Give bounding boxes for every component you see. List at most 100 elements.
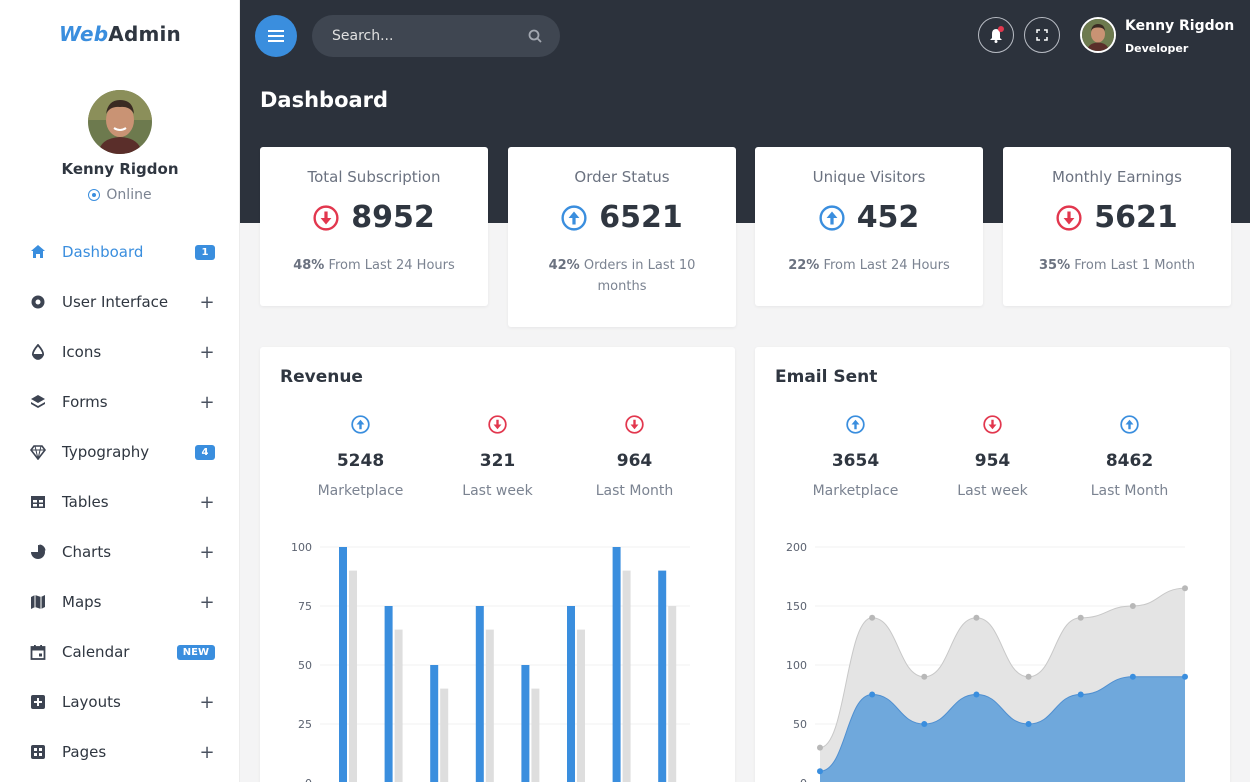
- data-point: [1182, 585, 1188, 592]
- drop-icon: [30, 344, 46, 360]
- sidebar-item-layouts[interactable]: Layouts +: [0, 677, 240, 727]
- bar-secondary: [622, 570, 631, 782]
- menu-toggle-button[interactable]: [255, 15, 297, 57]
- online-status-icon: [88, 189, 101, 201]
- sidebar-item-icons[interactable]: Icons +: [0, 327, 240, 377]
- sidebar-item-maps[interactable]: Maps +: [0, 577, 240, 627]
- sidebar-item-label: Calendar: [62, 643, 130, 661]
- metric-last-month: 964 Last Month: [566, 415, 703, 499]
- logo[interactable]: WebAdmin: [0, 22, 240, 46]
- data-point: [1077, 614, 1084, 621]
- sidebar-item-tables[interactable]: Tables +: [0, 477, 240, 527]
- table-icon: [30, 494, 46, 510]
- bar-secondary: [394, 629, 403, 782]
- user-name[interactable]: Kenny Rigdon: [1125, 18, 1235, 34]
- sidebar-item-calendar[interactable]: Calendar NEW: [0, 627, 240, 677]
- expand-plus-icon[interactable]: +: [199, 391, 215, 413]
- data-point: [1129, 603, 1136, 609]
- stat-description: 48% From Last 24 Hours: [288, 255, 460, 276]
- home-icon: [30, 244, 46, 260]
- expand-plus-icon[interactable]: +: [199, 291, 215, 313]
- bar-secondary: [440, 688, 449, 782]
- metric-value: 964: [616, 451, 653, 471]
- arrow-down-icon: [983, 415, 1002, 435]
- fullscreen-button[interactable]: [1024, 17, 1060, 53]
- bar-primary: [475, 606, 484, 782]
- expand-plus-icon[interactable]: +: [199, 591, 215, 613]
- metric-value: 5248: [336, 451, 385, 471]
- search-input[interactable]: [332, 28, 528, 44]
- stat-value: 452: [856, 200, 920, 235]
- stat-title: Monthly Earnings: [1052, 168, 1182, 186]
- data-point: [817, 744, 823, 751]
- data-point: [817, 768, 823, 775]
- data-point: [1182, 673, 1188, 680]
- metric-marketplace: 3654 Marketplace: [787, 415, 924, 499]
- stat-title: Unique Visitors: [812, 168, 926, 186]
- stat-description-text: From Last 1 Month: [1070, 258, 1195, 273]
- data-point: [869, 691, 876, 698]
- y-tick-label: 75: [298, 600, 312, 613]
- data-point: [921, 673, 928, 680]
- notification-dot: [998, 26, 1004, 32]
- sidebar-item-typography[interactable]: Typography 4: [0, 427, 240, 477]
- stat-value: 5621: [1094, 200, 1178, 235]
- metric-last-week: 321 Last week: [429, 415, 566, 499]
- bar-primary: [521, 665, 530, 782]
- metric-label: Marketplace: [317, 483, 404, 499]
- sidebar-item-forms[interactable]: Forms +: [0, 377, 240, 427]
- data-point: [1129, 673, 1136, 680]
- data-point: [921, 721, 928, 727]
- y-tick-label: 150: [786, 600, 807, 613]
- data-point: [1077, 691, 1084, 698]
- stat-value: 6521: [599, 200, 683, 235]
- revenue-title: Revenue: [280, 367, 363, 387]
- metric-label: Marketplace: [812, 483, 899, 499]
- bar-primary: [430, 665, 439, 782]
- metric-value: 954: [974, 451, 1011, 471]
- stat-card-monthly-earnings: Monthly Earnings 5621 35% From Last 1 Mont…: [1003, 147, 1231, 306]
- user-role: Developer: [1125, 42, 1189, 55]
- notifications-button[interactable]: [978, 17, 1014, 53]
- sidebar-badge: 1: [195, 244, 215, 260]
- hamburger-icon: [268, 30, 284, 42]
- bar-secondary: [485, 629, 494, 782]
- y-tick-label: 100: [786, 659, 807, 672]
- expand-plus-icon[interactable]: +: [199, 341, 215, 363]
- sidebar-item-label: Pages: [62, 743, 107, 761]
- arrow-up-icon: [819, 204, 845, 231]
- metric-label: Last week: [957, 483, 1028, 499]
- fullscreen-icon: [1036, 29, 1048, 41]
- y-tick-label: 50: [298, 659, 312, 672]
- data-point: [1025, 673, 1032, 680]
- calendar-icon: [30, 644, 46, 660]
- arrow-down-icon: [313, 204, 339, 231]
- sidebar-item-pages[interactable]: Pages +: [0, 727, 240, 777]
- expand-plus-icon[interactable]: +: [199, 541, 215, 563]
- stat-title: Total Subscription: [307, 168, 441, 186]
- expand-plus-icon[interactable]: +: [199, 691, 215, 713]
- sidebar-item-user-interface[interactable]: User Interface +: [0, 277, 240, 327]
- arrow-up-icon: [351, 415, 370, 435]
- sidebar-item-charts[interactable]: Charts +: [0, 527, 240, 577]
- data-point: [973, 614, 980, 621]
- search-icon[interactable]: [528, 29, 542, 43]
- arrow-up-icon: [846, 415, 865, 435]
- stat-description: 22% From Last 24 Hours: [783, 255, 955, 276]
- profile-status: Online: [0, 187, 240, 203]
- stat-description-text: From Last 24 Hours: [324, 258, 455, 273]
- bar-primary: [658, 570, 667, 782]
- email-area-chart: 200 150 100 50 0: [786, 541, 1188, 782]
- profile-avatar[interactable]: [88, 90, 152, 154]
- email-sent-title: Email Sent: [775, 367, 878, 387]
- stat-percent: 35%: [1039, 258, 1071, 273]
- sidebar-item-dashboard[interactable]: Dashboard 1: [0, 227, 240, 277]
- stat-description-text: From Last 24 Hours: [819, 258, 950, 273]
- user-avatar[interactable]: [1080, 17, 1116, 53]
- bar-primary: [612, 547, 621, 782]
- expand-plus-icon[interactable]: +: [199, 741, 215, 763]
- profile-name: Kenny Rigdon: [61, 160, 179, 178]
- expand-plus-icon[interactable]: +: [199, 491, 215, 513]
- data-point: [1025, 721, 1032, 727]
- pages-icon: [30, 744, 46, 760]
